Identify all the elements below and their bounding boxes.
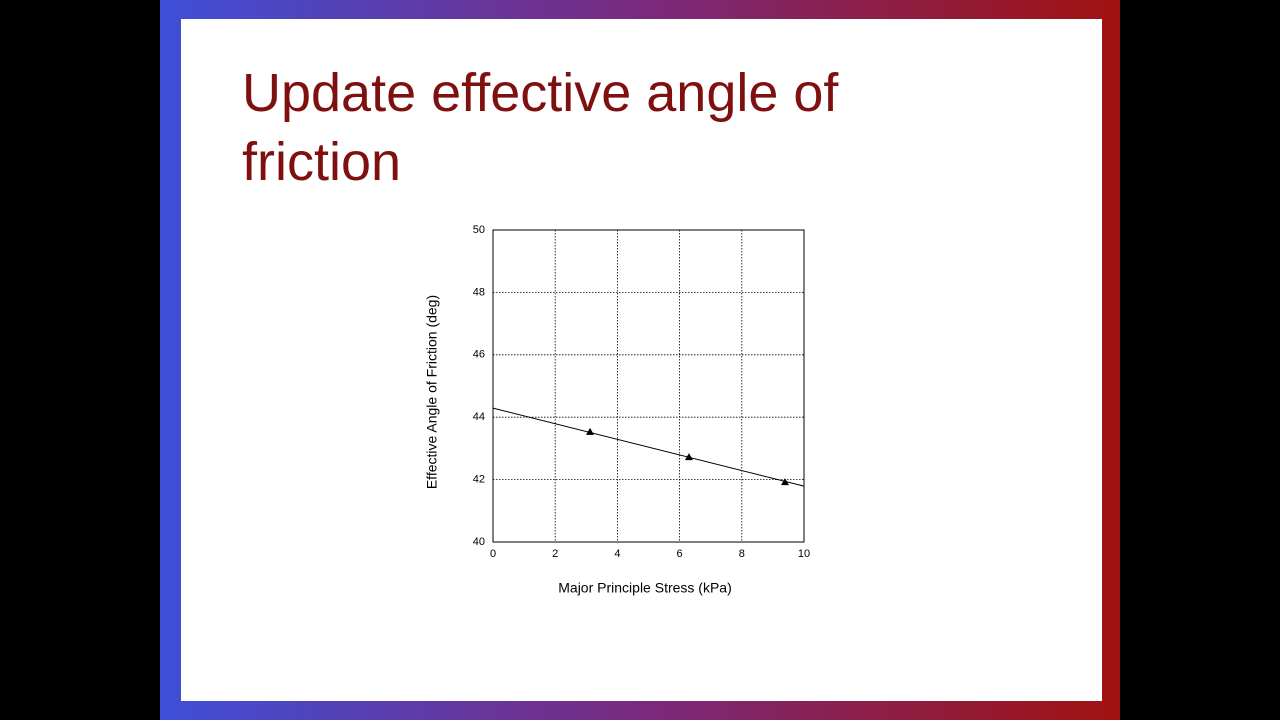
x-tick-label: 0 <box>490 548 496 560</box>
y-tick-label: 46 <box>473 349 485 361</box>
x-axis-label: Major Principle Stress (kPa) <box>558 580 732 596</box>
y-tick-label: 44 <box>473 411 485 423</box>
y-tick-label: 42 <box>473 474 485 486</box>
y-tick-label: 48 <box>473 286 485 298</box>
data-point <box>586 427 595 435</box>
y-tick-label: 40 <box>473 536 485 548</box>
x-tick-label: 6 <box>677 548 683 560</box>
data-point <box>781 478 790 486</box>
slide: Update effective angle of friction <box>181 19 1102 701</box>
slide-frame: Update effective angle of friction <box>160 0 1120 720</box>
y-tick-label: 50 <box>473 224 485 236</box>
x-tick-label: 10 <box>798 548 810 560</box>
data-point <box>684 453 693 461</box>
trend-line <box>492 407 805 487</box>
slide-title: Update effective angle of friction <box>242 63 839 192</box>
x-tick-label: 8 <box>739 548 745 560</box>
x-tick-label: 4 <box>614 548 620 560</box>
plot-frame <box>492 229 805 543</box>
y-axis-label: Effective Angle of Friction (deg) <box>424 295 440 489</box>
x-tick-label: 2 <box>552 548 558 560</box>
